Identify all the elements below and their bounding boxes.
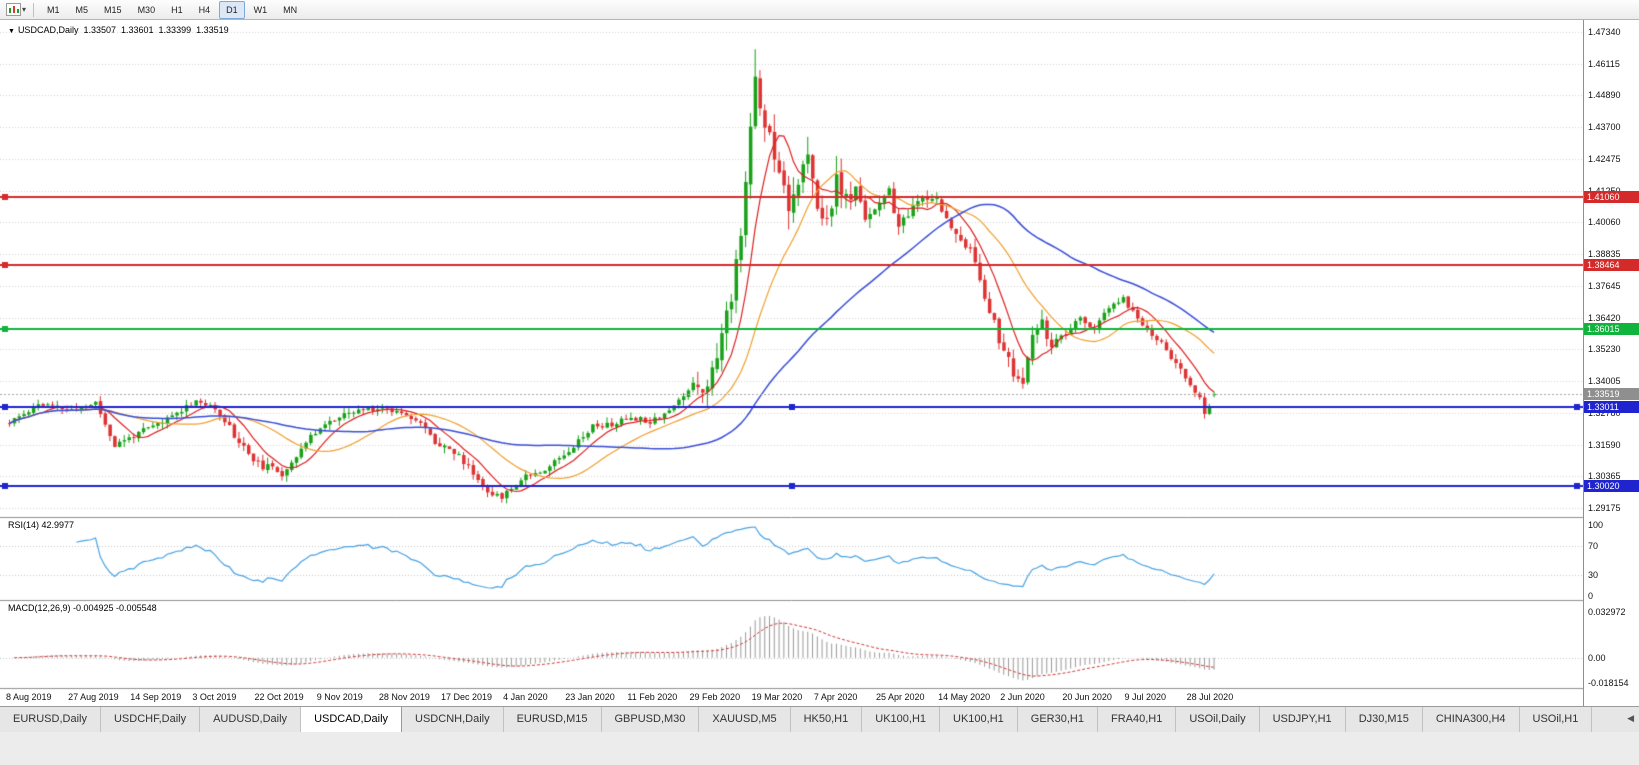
price-tick-label: 1.38835 bbox=[1588, 249, 1621, 260]
price-tick-label: 1.42475 bbox=[1588, 153, 1621, 164]
date-label: 22 Oct 2019 bbox=[254, 692, 304, 702]
chart-tab-gbpusd-m30[interactable]: GBPUSD,M30 bbox=[601, 707, 700, 732]
timeframe-m15-button[interactable]: M15 bbox=[104, 4, 122, 15]
rsi-indicator-label: RSI(14) 42.9977 bbox=[8, 520, 75, 530]
price-tick-label: 1.46115 bbox=[1588, 58, 1620, 69]
timeframe-m1-button[interactable]: M1 bbox=[47, 4, 60, 15]
price-tick-label: 1.43700 bbox=[1588, 122, 1621, 133]
rsi-level-label: 100 bbox=[1588, 520, 1604, 530]
chart-tab-eurusd-daily[interactable]: EURUSD,Daily bbox=[0, 707, 101, 732]
chart-tab-eurusd-m15[interactable]: EURUSD,M15 bbox=[503, 707, 602, 732]
chart-tab-fra40-h1[interactable]: FRA40,H1 bbox=[1097, 707, 1177, 732]
chart-tab-dj30-m15[interactable]: DJ30,M15 bbox=[1345, 707, 1423, 732]
time-axis[interactable]: 8 Aug 2019 27 Aug 2019 14 Sep 2019 3 Oct 20… bbox=[0, 690, 1583, 706]
price-tick-label: 1.31590 bbox=[1588, 439, 1621, 450]
chart-tab-uk100-h1[interactable]: UK100,H1 bbox=[940, 707, 1018, 732]
chart-tab-hk50-h1[interactable]: HK50,H1 bbox=[790, 707, 863, 732]
chart-header: ▼ USDCAD,Daily 1.33507 1.33601 1.33399 1.3351… bbox=[8, 25, 234, 35]
hline-price-label: 1.36015 bbox=[1584, 322, 1639, 335]
hline-price-label: 1.33011 bbox=[1584, 401, 1639, 414]
price-tick-label: 1.44890 bbox=[1588, 90, 1621, 101]
date-label: 20 Jun 2020 bbox=[1062, 692, 1112, 702]
price-chart-canvas[interactable] bbox=[0, 20, 1583, 706]
rsi-level-label: 30 bbox=[1588, 569, 1599, 580]
chart-tab-usdcad-daily[interactable]: USDCAD,Daily bbox=[301, 707, 403, 732]
price-tick-label: 1.37645 bbox=[1588, 280, 1621, 291]
hline-price-label: 1.38464 bbox=[1584, 258, 1639, 271]
timeframe-m5-button[interactable]: M5 bbox=[75, 4, 89, 15]
chart-tab-china300-h4[interactable]: CHINA300,H4 bbox=[1422, 707, 1520, 732]
timeframe-mn-button[interactable]: MN bbox=[283, 4, 298, 15]
date-label: 9 Nov 2019 bbox=[316, 692, 363, 702]
chart-tab-usoil-daily[interactable]: USOil,Daily bbox=[1176, 707, 1260, 732]
tab-scroll-left-icon[interactable]: ◀ bbox=[1625, 713, 1636, 724]
current-price-label: 1.33519 bbox=[1584, 388, 1639, 401]
chart-title: USDCAD,Daily bbox=[17, 25, 79, 35]
ohlc-high: 1.33601 bbox=[121, 25, 154, 35]
ohlc-low: 1.33399 bbox=[158, 25, 192, 35]
chart-tab-xauusd-m5[interactable]: XAUUSD,M5 bbox=[699, 707, 791, 732]
macd-scale-label: 0.00 bbox=[1588, 652, 1606, 663]
timeframe-h4-button[interactable]: H4 bbox=[198, 4, 211, 15]
date-label: 8 Aug 2019 bbox=[6, 692, 52, 702]
timeframe-buttons-group: M1 M5 M15 M30 H1 H4 D1 W1 MN bbox=[39, 0, 305, 19]
date-label: 19 Mar 2020 bbox=[751, 692, 803, 702]
date-label: 23 Jan 2020 bbox=[565, 692, 615, 702]
timeframe-w1-button[interactable]: W1 bbox=[253, 4, 268, 15]
date-label: 29 Feb 2020 bbox=[689, 692, 741, 702]
toolbar-separator bbox=[33, 2, 35, 17]
chart-tab-audusd-daily[interactable]: AUDUSD,Daily bbox=[200, 707, 302, 732]
date-label: 4 Jan 2020 bbox=[503, 692, 548, 702]
ohlc-close: 1.33519 bbox=[196, 25, 229, 35]
price-tick-label: 1.29175 bbox=[1588, 503, 1621, 513]
rsi-level-label: 70 bbox=[1588, 541, 1599, 552]
date-label: 14 May 2020 bbox=[938, 692, 991, 702]
date-label: 27 Aug 2019 bbox=[68, 692, 119, 702]
hline-price-label: 1.30020 bbox=[1584, 479, 1639, 492]
price-tick-label: 1.40060 bbox=[1588, 217, 1621, 228]
hline-price-label: 1.41060 bbox=[1584, 190, 1639, 203]
price-tick-label: 1.30365 bbox=[1588, 471, 1621, 482]
chart-area[interactable]: ▼ USDCAD,Daily 1.33507 1.33601 1.33399 1.3351… bbox=[0, 20, 1639, 706]
price-scale[interactable]: 1.473401.461151.448901.437001.424751.412… bbox=[1583, 20, 1639, 706]
date-label: 14 Sep 2019 bbox=[130, 692, 182, 702]
timeframe-m30-button[interactable]: M30 bbox=[137, 4, 156, 15]
date-label: 17 Dec 2019 bbox=[440, 692, 493, 702]
ohlc-open: 1.33507 bbox=[83, 25, 116, 35]
date-label: 25 Apr 2020 bbox=[875, 692, 925, 702]
chart-tab-usdcnh-daily[interactable]: USDCNH,Daily bbox=[402, 707, 504, 732]
symbol-dropdown-icon[interactable]: ▼ bbox=[8, 28, 15, 35]
price-tick-label: 1.34005 bbox=[1588, 376, 1621, 387]
price-tick-label: 1.36420 bbox=[1588, 312, 1621, 323]
chart-tab-ger30-h1[interactable]: GER30,H1 bbox=[1017, 707, 1098, 732]
date-label: 7 Apr 2020 bbox=[813, 692, 858, 702]
date-label: 28 Nov 2019 bbox=[378, 692, 430, 702]
rsi-level-label: 0 bbox=[1588, 591, 1594, 601]
chart-tab-usdchf-daily[interactable]: USDCHF,Daily bbox=[100, 707, 201, 732]
macd-scale-label: 0.032972 bbox=[1588, 607, 1626, 617]
chart-tabs-bar: EURUSD,Daily USDCHF,Daily AUDUSD,Daily USDC… bbox=[0, 706, 1639, 732]
macd-indicator-label: MACD(12,26,9) -0.004925 -0.005548 bbox=[8, 603, 157, 613]
macd-scale-label: -0.018154 bbox=[1588, 678, 1629, 688]
timeframe-d1-button[interactable]: D1 bbox=[219, 0, 245, 19]
date-label: 11 Feb 2020 bbox=[627, 692, 678, 702]
chart-tab-usoil-h1[interactable]: USOil,H1 bbox=[1519, 707, 1593, 732]
date-label: 2 Jun 2020 bbox=[1000, 692, 1045, 702]
chart-tab-usdjpy-h1[interactable]: USDJPY,H1 bbox=[1259, 707, 1346, 732]
timeframe-h1-button[interactable]: H1 bbox=[171, 4, 183, 15]
price-tick-label: 1.47340 bbox=[1588, 27, 1621, 37]
date-label: 3 Oct 2019 bbox=[192, 692, 237, 702]
date-label: 28 Jul 2020 bbox=[1186, 692, 1234, 702]
date-label: 9 Jul 2020 bbox=[1124, 692, 1167, 702]
chart-tab-uk100-h1[interactable]: UK100,H1 bbox=[862, 707, 941, 732]
periods-toolbar: ▾ M1 M5 M15 M30 H1 H4 D1 W1 MN bbox=[0, 0, 1639, 20]
chevron-down-icon[interactable]: ▾ bbox=[22, 5, 27, 14]
status-strip bbox=[0, 732, 1639, 765]
chart-window-icon[interactable] bbox=[4, 2, 22, 18]
price-tick-label: 1.35230 bbox=[1588, 344, 1621, 355]
